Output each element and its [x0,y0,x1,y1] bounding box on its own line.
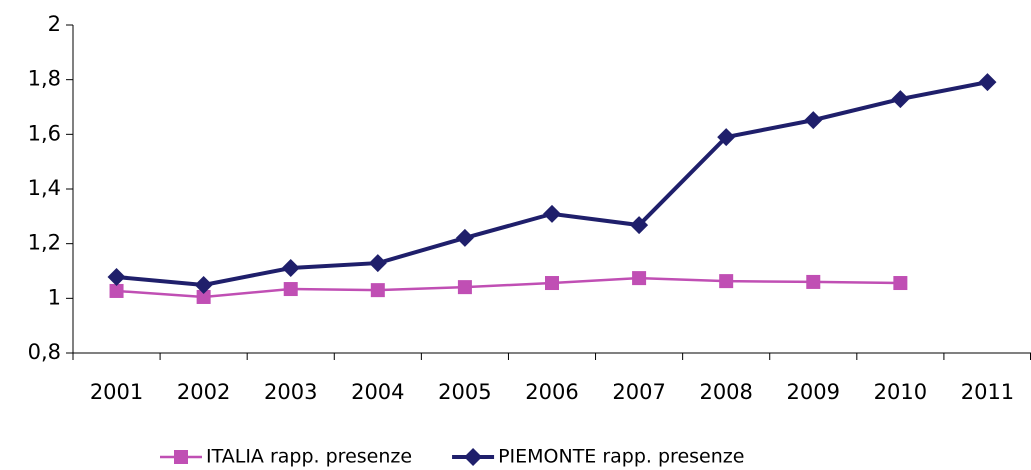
y-tick-label: 1,2 [28,231,61,255]
legend-label: PIEMONTE rapp. presenze [498,446,744,468]
marker [107,268,126,287]
x-tick-label: 2011 [961,380,1014,404]
marker [717,128,736,147]
series-line [116,276,901,299]
x-tick-label: 2009 [787,380,840,404]
marker [109,283,124,298]
marker [281,258,300,277]
marker [194,275,213,294]
marker [978,73,997,92]
marker [368,254,387,273]
marker [545,276,559,291]
y-tick-label: 1,6 [28,121,61,145]
marker [196,289,211,304]
x-tick-label: 2007 [612,380,665,404]
marker [632,271,647,286]
marker [719,274,734,289]
legend-label: ITALIA rapp. presenze [206,446,412,468]
x-tick-label: 2002 [177,380,230,404]
marker [283,282,298,297]
marker [457,280,472,295]
marker [804,111,823,130]
marker [370,283,385,298]
marker [464,448,483,466]
y-tick-label: 1 [48,285,61,309]
y-tick-label: 0,8 [28,340,61,364]
x-tick-label: 2003 [264,380,317,404]
x-tick-label: 2010 [874,380,927,404]
marker [543,204,561,223]
x-tick-label: 2004 [351,380,404,404]
marker [806,274,821,289]
y-tick-label: 1,4 [28,176,61,200]
y-tick-label: 1,8 [28,67,61,91]
marker [455,228,474,247]
x-tick-label: 2008 [699,380,752,404]
x-tick-label: 2005 [438,380,491,404]
marker [893,276,908,291]
series-line [116,80,988,287]
marker [891,90,910,109]
x-tick-label: 2001 [90,380,143,404]
x-tick-label: 2006 [525,380,578,404]
marker [174,450,188,464]
marker [630,216,649,235]
y-tick-label: 2 [48,12,61,36]
